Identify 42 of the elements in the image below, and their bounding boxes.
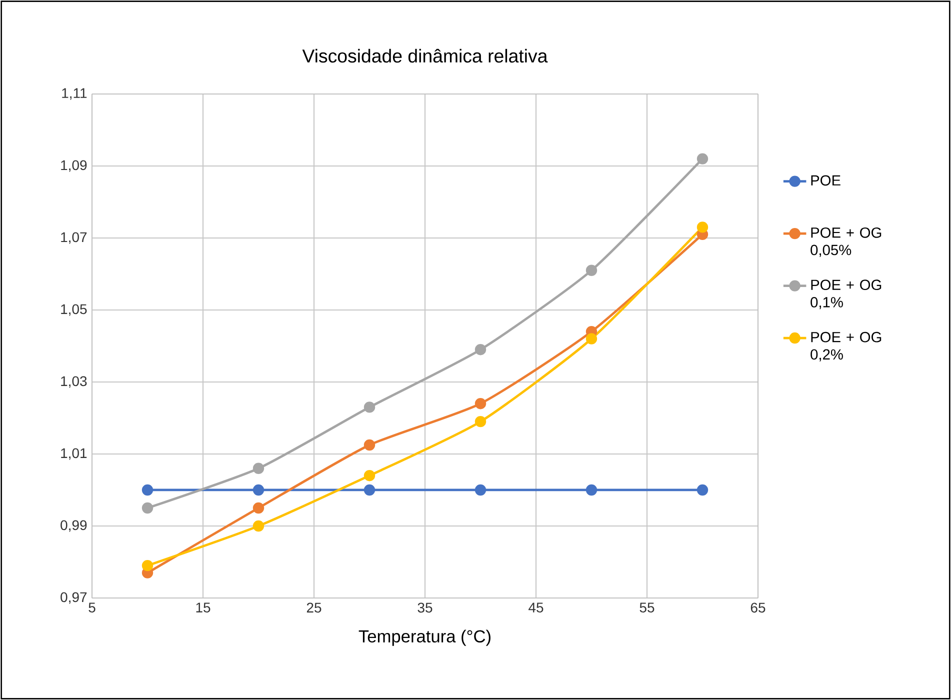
y-tick-label: 1,09: [61, 160, 87, 172]
legend-label: POE + OG 0,05%: [810, 227, 882, 257]
x-tick-label: 65: [750, 602, 766, 613]
point: [364, 439, 376, 451]
point: [364, 470, 376, 482]
y-tick-label: 1,11: [62, 88, 87, 100]
y-tick-label: 1,07: [61, 232, 87, 244]
legend-label: POE: [811, 175, 840, 186]
x-tick-label: 55: [640, 602, 654, 612]
point: [696, 484, 708, 496]
y-tick-label: 0,97: [60, 592, 87, 604]
x-tick-label: 15: [196, 602, 210, 612]
chart-title: Viscosidade dinâmica relativa: [302, 48, 548, 63]
point: [696, 222, 708, 233]
legend-label: POE + OG 0,1%: [810, 280, 882, 310]
point: [474, 398, 486, 410]
point: [586, 484, 598, 496]
y-tick-label: 0,99: [60, 520, 87, 532]
y-tick-label: 1,05: [61, 304, 87, 316]
point: [586, 264, 598, 276]
point: [696, 153, 708, 164]
point: [364, 484, 376, 496]
x-tick-label: 45: [528, 602, 544, 612]
point: [474, 416, 486, 428]
point: [252, 462, 264, 474]
y-tick-label: 1,01: [61, 448, 87, 460]
x-tick-label: 35: [418, 602, 432, 613]
point: [142, 484, 154, 496]
point: [586, 333, 598, 344]
point: [474, 344, 486, 356]
point: [142, 560, 154, 572]
point: [252, 484, 264, 496]
point: [142, 502, 154, 514]
point: [474, 484, 486, 496]
x-axis-title: Temperatura (°C): [358, 630, 490, 646]
point: [364, 402, 376, 413]
x-tick-label: 5: [88, 602, 96, 612]
y-tick-label: 1,03: [61, 376, 87, 388]
legend-label: POE + OG 0,2%: [810, 332, 882, 362]
point: [252, 520, 264, 532]
point: [252, 502, 264, 514]
x-tick-label: 25: [306, 602, 322, 613]
